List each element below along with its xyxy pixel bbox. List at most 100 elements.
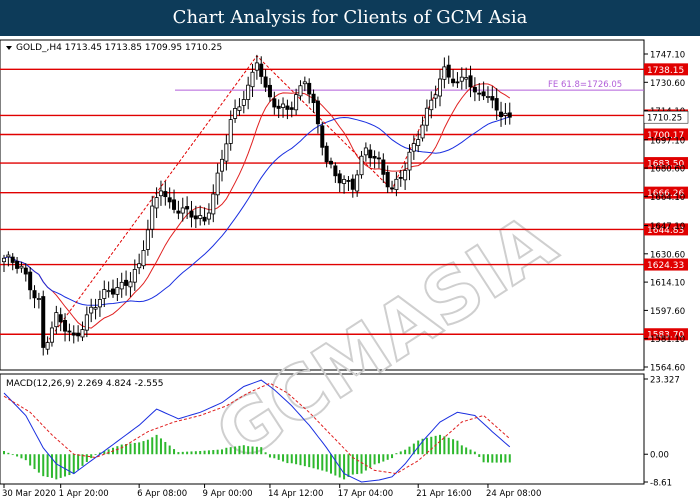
level-label: 1700.17 [647, 131, 684, 141]
macd-histogram-bar [103, 451, 106, 455]
level-label-box [644, 157, 688, 170]
page-title: Chart Analysis for Clients of GCM Asia [0, 0, 700, 36]
candle [41, 290, 46, 356]
candle [141, 240, 146, 270]
x-tick-label: 6 Apr 08:00 [137, 489, 187, 499]
macd-histogram-bar [465, 447, 468, 455]
candle [215, 163, 220, 205]
macd-histogram-bar [321, 454, 324, 471]
candle [145, 219, 150, 256]
macd-histogram-bar [16, 454, 19, 457]
macd-histogram-bar [395, 453, 398, 455]
candle [307, 78, 312, 104]
macd-histogram-bar [356, 454, 359, 475]
candle [233, 99, 238, 123]
macd-histogram-bar [138, 442, 141, 455]
macd-histogram-bar [364, 454, 367, 471]
candle [97, 290, 102, 317]
x-tick-label: 1 Apr 20:00 [59, 489, 109, 499]
last-price-label: 1710.25 [647, 114, 682, 124]
candle [355, 169, 360, 197]
macd-histogram-bar [98, 452, 101, 455]
candle [503, 103, 508, 125]
candle [494, 88, 499, 120]
candle [372, 150, 377, 169]
candle [394, 171, 399, 197]
candle [346, 176, 351, 192]
candle [368, 144, 373, 167]
macd-histogram-bar [251, 446, 254, 455]
level-label-box [644, 223, 688, 236]
candle [211, 184, 216, 223]
level-label: 1738.15 [647, 66, 684, 76]
macd-histogram-bar [133, 442, 136, 455]
candle [115, 278, 120, 301]
candle [198, 205, 203, 226]
macd-histogram-bar [482, 454, 485, 463]
macd-histogram-bar [412, 443, 415, 455]
level-label: 1583.70 [647, 331, 684, 341]
level-label-box [644, 258, 688, 271]
candle [76, 325, 81, 342]
y-tick-label: 1564.60 [650, 364, 685, 374]
candle [416, 131, 421, 153]
candle [272, 91, 277, 115]
macd-histogram-bar [273, 454, 276, 459]
candle [28, 266, 33, 300]
candle [455, 72, 460, 88]
macd-histogram-bar [452, 439, 455, 455]
macd-histogram-bar [120, 444, 123, 455]
macd-histogram-bar [456, 440, 459, 455]
y-tick-label: 1664.10 [650, 193, 685, 203]
candle [128, 272, 133, 297]
macd-histogram-bar [286, 454, 289, 464]
candle [433, 85, 438, 109]
candle [163, 181, 168, 206]
candle [193, 205, 198, 229]
candle [267, 78, 272, 102]
candle [302, 76, 307, 92]
candle [63, 313, 68, 342]
macd-main-line [3, 379, 511, 483]
candle [49, 321, 54, 347]
macd-histogram-bar [469, 449, 472, 455]
candle [507, 102, 512, 125]
macd-histogram-bar [247, 446, 250, 455]
macd-histogram-bar [190, 451, 193, 455]
candle [246, 76, 251, 110]
candle [189, 200, 194, 228]
macd-histogram-bar [203, 450, 206, 455]
candle [119, 272, 124, 298]
candle [176, 200, 181, 220]
candle [451, 69, 456, 87]
candle [185, 196, 190, 220]
macd-histogram-bar [425, 437, 428, 455]
macd-histogram-bar [343, 454, 346, 480]
macd-histogram-bar [42, 454, 45, 477]
y-tick-label: 1581.10 [650, 335, 685, 345]
candle [420, 116, 425, 142]
macd-histogram-bar [50, 454, 53, 478]
x-tick-label: 17 Apr 04:00 [338, 489, 393, 499]
macd-histogram-bar [129, 443, 132, 455]
macd-histogram-bar [155, 434, 158, 455]
macd-histogram-bar [369, 454, 372, 468]
candle [429, 91, 434, 119]
candle [276, 99, 281, 119]
macd-histogram-bar [308, 454, 311, 468]
macd-y-tick-label: -8.61 [650, 479, 672, 489]
macd-histogram-bar [330, 454, 332, 474]
candle [376, 151, 381, 169]
macd-histogram-bar [229, 447, 232, 455]
macd-histogram-bar [316, 454, 319, 470]
macd-histogram-bar [173, 449, 176, 455]
candle [259, 56, 264, 85]
macd-histogram-bar [421, 438, 424, 455]
candle [206, 203, 211, 225]
candle [36, 292, 41, 309]
candle [111, 279, 116, 298]
candle [202, 207, 207, 226]
candle [180, 197, 185, 222]
macd-histogram-bar [255, 446, 258, 455]
candle [15, 256, 20, 274]
